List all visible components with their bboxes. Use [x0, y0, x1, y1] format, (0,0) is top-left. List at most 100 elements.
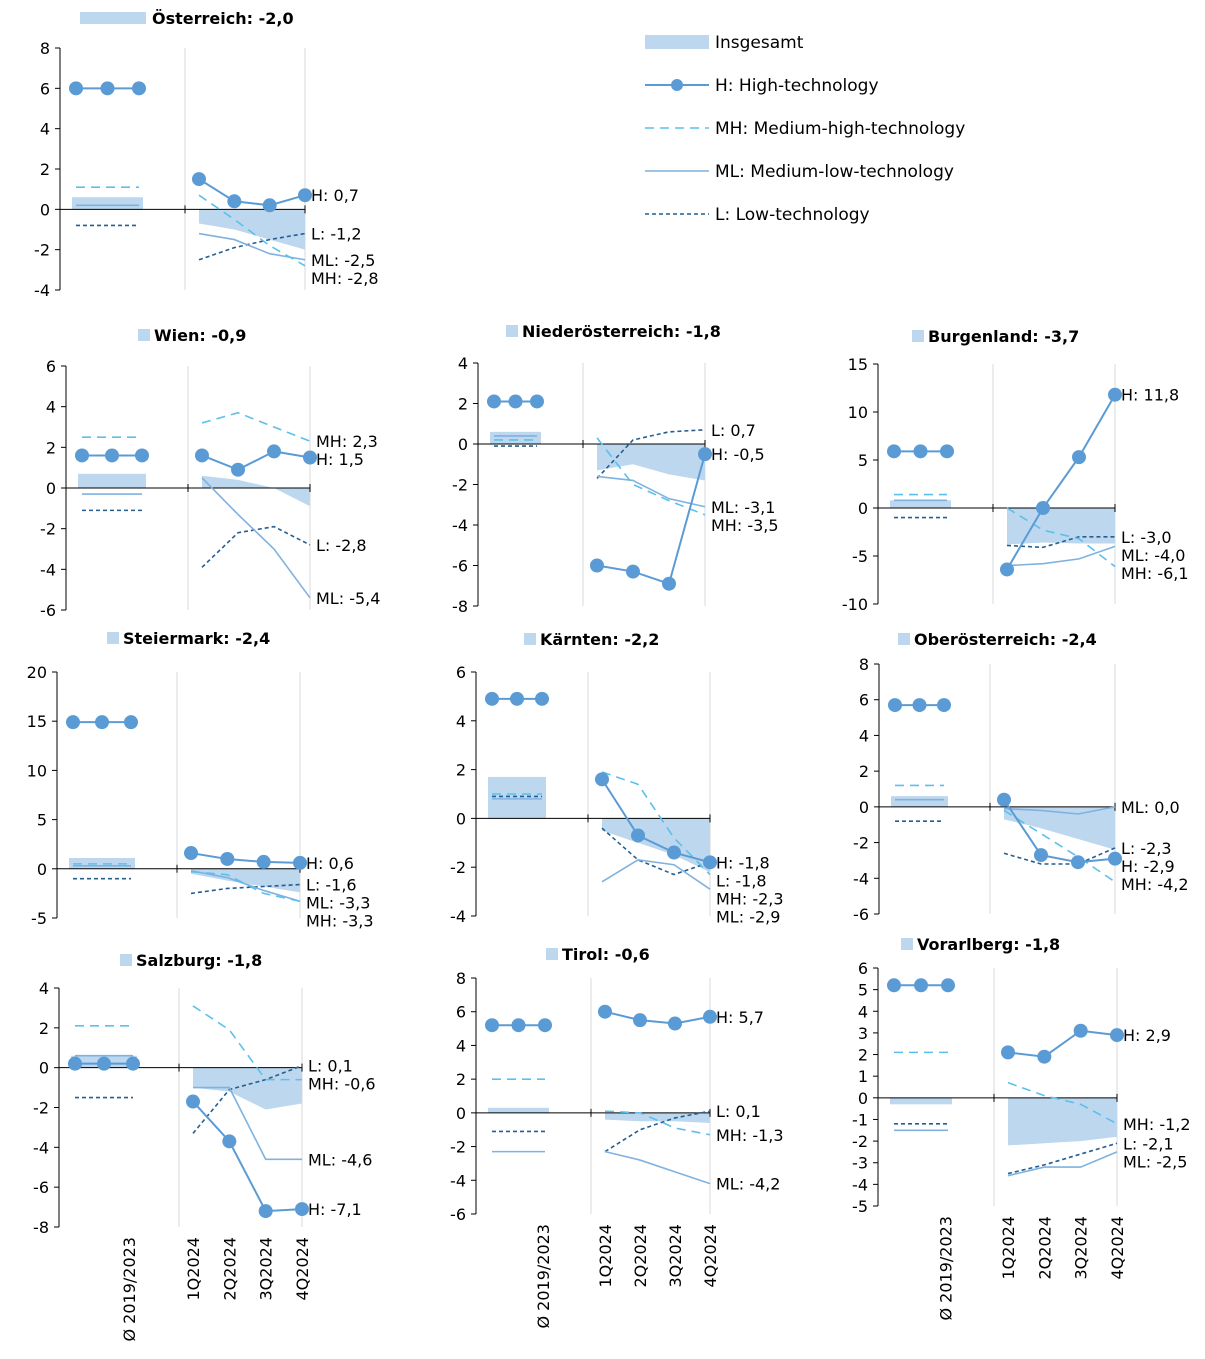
series-MH-quarterly	[604, 1110, 711, 1136]
series-ML-quarterly	[201, 477, 311, 599]
series-L-quarterly	[201, 525, 311, 568]
title-swatch	[120, 954, 132, 966]
series-MH-quarterly	[201, 411, 311, 442]
end-label: H: -1,8	[716, 853, 770, 872]
chart-panel-7: -8 -6 -4 -2 0 2 4 Salzburg: -1,8 L: 0,1MH: -0,6 M…	[33, 951, 375, 1342]
total-area-quarterly	[202, 475, 310, 507]
end-label: MH: -4,2	[1121, 875, 1189, 894]
y-tick-label: 15	[848, 355, 868, 374]
y-tick-label: -6	[33, 1178, 49, 1197]
series-H-point	[68, 1056, 82, 1071]
series-H-point	[75, 448, 89, 463]
x-category-label: 1Q2024	[999, 1216, 1018, 1280]
series-H-point	[1071, 855, 1085, 870]
title-swatch	[138, 329, 150, 341]
x-category-label: 3Q2024	[257, 1237, 276, 1301]
series-H-point	[105, 448, 119, 463]
series-H-point	[940, 444, 954, 459]
series-ML-quarterly	[198, 232, 306, 261]
y-tick-label: -2	[34, 241, 50, 260]
title-swatch	[107, 632, 119, 644]
y-tick-label: -5	[31, 909, 47, 928]
series-H-point	[703, 855, 717, 870]
end-label: ML: -3,3	[306, 894, 370, 913]
end-label: H: -7,1	[308, 1200, 362, 1219]
series-MH-quarterly	[1003, 809, 1116, 883]
series-H-point	[69, 81, 83, 96]
series-H-quarterly	[1007, 1029, 1118, 1058]
end-label: L: -1,8	[716, 871, 767, 890]
series-H-quarterly	[198, 178, 306, 207]
total-area-quarterly	[1004, 806, 1115, 850]
chart-title: Niederösterreich: -1,8	[522, 322, 721, 341]
legend-label: L: Low-technology	[715, 205, 870, 225]
total-area-quarterly	[597, 444, 705, 481]
total-bar-avg	[72, 197, 143, 210]
series-MH-quarterly	[192, 1005, 302, 1081]
series-H-point	[508, 394, 523, 409]
y-tick-label: 2	[39, 1019, 49, 1038]
chart-title: Vorarlberg: -1,8	[917, 935, 1060, 954]
end-label: ML: -3,1	[711, 498, 775, 517]
y-tick-label: 0	[858, 499, 868, 518]
title-swatch	[912, 330, 924, 342]
series-H-point	[124, 715, 138, 730]
y-tick-label: -2	[450, 1138, 466, 1157]
total-bar-avg	[890, 1097, 952, 1105]
end-label: MH: -2,8	[311, 269, 379, 288]
series-H-point	[293, 855, 307, 870]
y-tick-label: -4	[34, 281, 50, 300]
y-tick-label: 10	[27, 761, 47, 780]
y-tick-label: 0	[456, 1104, 466, 1123]
series-H-point	[598, 1004, 612, 1019]
x-category-label: 1Q2024	[184, 1237, 203, 1301]
y-tick-label: 6	[456, 663, 466, 682]
x-category-label: Ø 2019/2023	[120, 1237, 139, 1342]
series-L-quarterly	[601, 827, 711, 876]
y-tick-label: 5	[37, 811, 47, 830]
y-tick-label: 2	[46, 438, 56, 457]
series-H-point	[135, 448, 149, 463]
x-category-label: 4Q2024	[293, 1237, 312, 1301]
chart-title: Oberösterreich: -2,4	[914, 630, 1097, 649]
y-tick-label: -6	[40, 601, 56, 620]
chart-panel-1: -6 -4 -2 0 2 4 6 Wien: -0,9 MH: 2,3H: 1,5 L: -2,8…	[40, 326, 380, 620]
legend-marker-H	[671, 79, 683, 91]
chart-panel-9: -5 -4 -3 -2 -1 0 1 2 3 4 5 6 Vorarlberg: -1,8 H: 2,9 M…	[852, 935, 1190, 1321]
chart-panel-0: -4 -2 0 2 4 6 8 Österreich: -2,0 H: 0,7 L: -1,2 ML…	[34, 9, 378, 300]
y-tick-label: 2	[40, 160, 50, 179]
total-area-quarterly	[193, 1067, 302, 1110]
series-H-point	[126, 1056, 140, 1071]
y-tick-label: 15	[27, 712, 47, 731]
total-bar-avg	[78, 473, 146, 488]
series-ML-quarterly	[1007, 1151, 1118, 1177]
series-ML-quarterly	[1006, 545, 1116, 567]
y-tick-label: 2	[858, 1046, 868, 1065]
series-H-point	[913, 444, 928, 459]
y-tick-label: -2	[450, 858, 466, 877]
series-H-point	[256, 854, 271, 869]
end-label: MH: -3,5	[711, 516, 779, 535]
series-H-point	[511, 1018, 526, 1033]
end-label: L: -2,1	[1123, 1134, 1174, 1153]
total-bar-avg	[890, 500, 951, 508]
y-tick-label: -2	[40, 520, 56, 539]
series-H-quarterly	[604, 1010, 711, 1025]
end-label: L: -2,3	[1121, 839, 1172, 858]
end-label: H: -0,5	[711, 445, 765, 464]
end-label: ML: 0,0	[1121, 798, 1180, 817]
y-tick-label: -3	[852, 1154, 868, 1173]
end-label: MH: -0,6	[308, 1075, 376, 1094]
series-H-point	[510, 691, 524, 706]
series-H-point	[66, 715, 80, 730]
series-H-point	[1034, 848, 1048, 863]
series-ML-quarterly	[193, 1086, 302, 1161]
y-tick-label: 8	[456, 969, 466, 988]
series-H-point	[97, 1056, 111, 1071]
y-tick-label: 2	[859, 762, 869, 781]
series-L-quarterly	[604, 1110, 711, 1153]
series-H-point	[997, 792, 1011, 807]
y-tick-label: -6	[450, 1205, 466, 1224]
series-L-quarterly	[1003, 847, 1116, 865]
series-H-point	[535, 691, 549, 706]
